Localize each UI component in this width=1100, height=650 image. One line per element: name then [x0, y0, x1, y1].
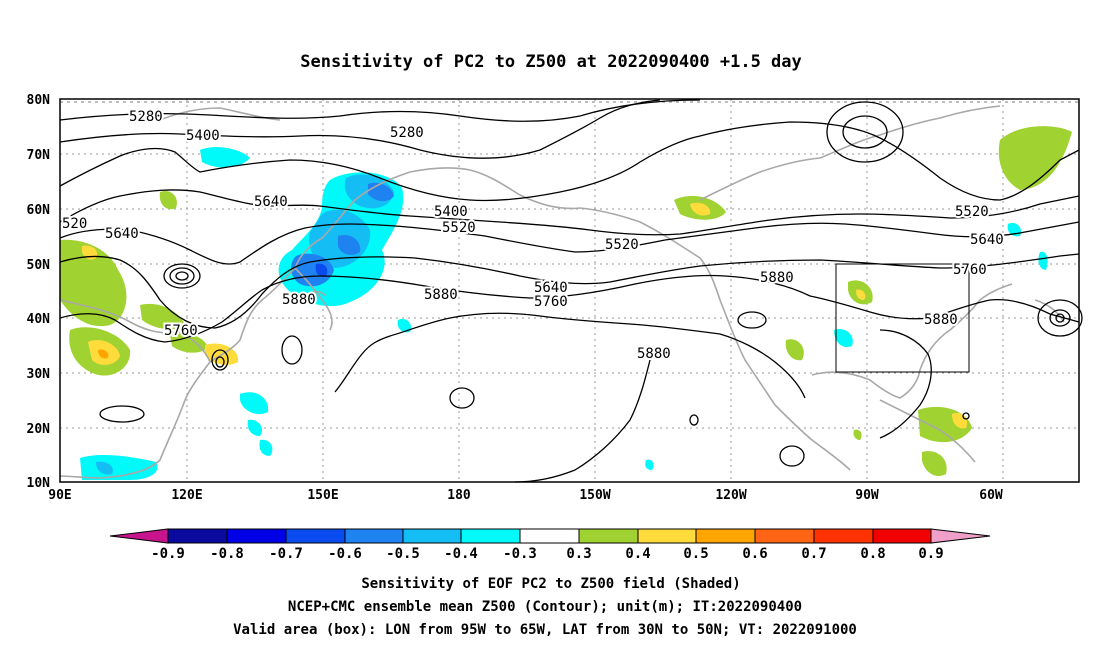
colorbar-label: 0.7 — [801, 546, 826, 562]
lat-label: 60N — [27, 203, 51, 218]
colorbar-box — [285, 528, 346, 544]
contour-label: 5880 — [424, 287, 458, 303]
lon-label: 150E — [307, 488, 338, 503]
colorbar-label: -0.5 — [386, 546, 420, 562]
longitude-labels: 90E 120E 150E 180 150W 120W 90W 60W — [48, 488, 1003, 503]
colorbar-label: -0.3 — [503, 546, 537, 562]
caption-line-3: Valid area (box): LON from 95W to 65W, L… — [233, 622, 857, 638]
contour-label: 5880 — [282, 292, 316, 308]
caption-line-2: NCEP+CMC ensemble mean Z500 (Contour); u… — [288, 599, 802, 615]
contour-label: 5520 — [605, 237, 639, 253]
colorbar-boxes — [167, 528, 932, 544]
contour-label: 5760 — [953, 262, 987, 278]
contour-label: 5400 — [434, 204, 468, 220]
lat-label: 80N — [27, 93, 51, 108]
lon-label: 120E — [171, 488, 202, 503]
contour-label: 5640 — [970, 232, 1004, 248]
lat-label: 30N — [27, 367, 51, 382]
lon-label: 90W — [855, 488, 879, 503]
colorbar-box — [460, 528, 521, 544]
contour-label: 5760 — [534, 294, 568, 310]
colorbar: -0.9 -0.8 -0.7 -0.6 -0.5 -0.4 -0.3 0.3 0… — [109, 528, 991, 562]
contour-label: 5520 — [442, 220, 476, 236]
colorbar-label: 0.4 — [625, 546, 650, 562]
lon-label: 180 — [447, 488, 471, 503]
contour-label: 5880 — [760, 270, 794, 286]
colorbar-high-end-triangle — [930, 528, 991, 544]
colorbar-box — [519, 528, 580, 544]
lon-label: 60W — [979, 488, 1003, 503]
lat-label: 20N — [27, 422, 51, 437]
colorbar-label: 0.5 — [683, 546, 708, 562]
colorbar-label: 0.8 — [860, 546, 885, 562]
colorbar-box — [872, 528, 932, 544]
contour-label: 5280 — [129, 109, 163, 125]
contour-label: 5640 — [105, 226, 139, 242]
colorbar-label: 0.9 — [918, 546, 943, 562]
contour-label: 5280 — [390, 125, 424, 141]
colorbar-box — [167, 528, 228, 544]
colorbar-label: -0.8 — [210, 546, 244, 562]
contour-label: 5880 — [924, 312, 958, 328]
caption-line-1: Sensitivity of EOF PC2 to Z500 field (Sh… — [361, 576, 740, 592]
colorbar-box — [226, 528, 287, 544]
z500-contours — [59, 99, 1083, 483]
colorbar-box — [344, 528, 404, 544]
colorbar-label: -0.9 — [151, 546, 185, 562]
latitude-labels: 80N 70N 60N 50N 40N 30N 20N 10N — [27, 93, 51, 491]
lat-label: 50N — [27, 258, 51, 273]
contour-label: 520 — [62, 216, 87, 232]
colorbar-box — [402, 528, 462, 544]
colorbar-label: -0.6 — [328, 546, 362, 562]
colorbar-label: -0.7 — [269, 546, 303, 562]
valid-area-box — [835, 263, 970, 373]
map-frame — [59, 98, 1080, 483]
contour-label: 5880 — [637, 346, 671, 362]
colorbar-label: 0.6 — [742, 546, 767, 562]
lat-label: 40N — [27, 312, 51, 327]
contour-label: 5760 — [164, 323, 198, 339]
lon-label: 90E — [48, 488, 71, 503]
caption: Sensitivity of EOF PC2 to Z500 field (Sh… — [233, 576, 857, 638]
contour-label: 5640 — [254, 194, 288, 210]
lon-label: 120W — [715, 488, 746, 503]
colorbar-box — [695, 528, 756, 544]
colorbar-box — [578, 528, 639, 544]
colorbar-box — [754, 528, 815, 544]
colorbar-low-end-triangle — [109, 528, 169, 544]
map-panel — [59, 98, 1083, 483]
contour-label: 5400 — [186, 128, 220, 144]
figure-title: Sensitivity of PC2 to Z500 at 2022090400… — [300, 52, 802, 72]
contour-labels: 5280 5400 5280 5640 5400 5520 520 5640 5… — [60, 107, 1006, 364]
negative-sensitivity-patches — [80, 147, 1048, 480]
colorbar-label: -0.4 — [444, 546, 478, 562]
lat-label: 10N — [27, 476, 51, 491]
colorbar-label: 0.3 — [566, 546, 591, 562]
lon-label: 150W — [579, 488, 610, 503]
colorbar-box — [637, 528, 697, 544]
colorbar-labels: -0.9 -0.8 -0.7 -0.6 -0.5 -0.4 -0.3 0.3 0… — [151, 546, 944, 562]
contour-label: 5640 — [534, 280, 568, 296]
contour-label: 5520 — [955, 204, 989, 220]
lat-label: 70N — [27, 148, 51, 163]
colorbar-box — [813, 528, 874, 544]
